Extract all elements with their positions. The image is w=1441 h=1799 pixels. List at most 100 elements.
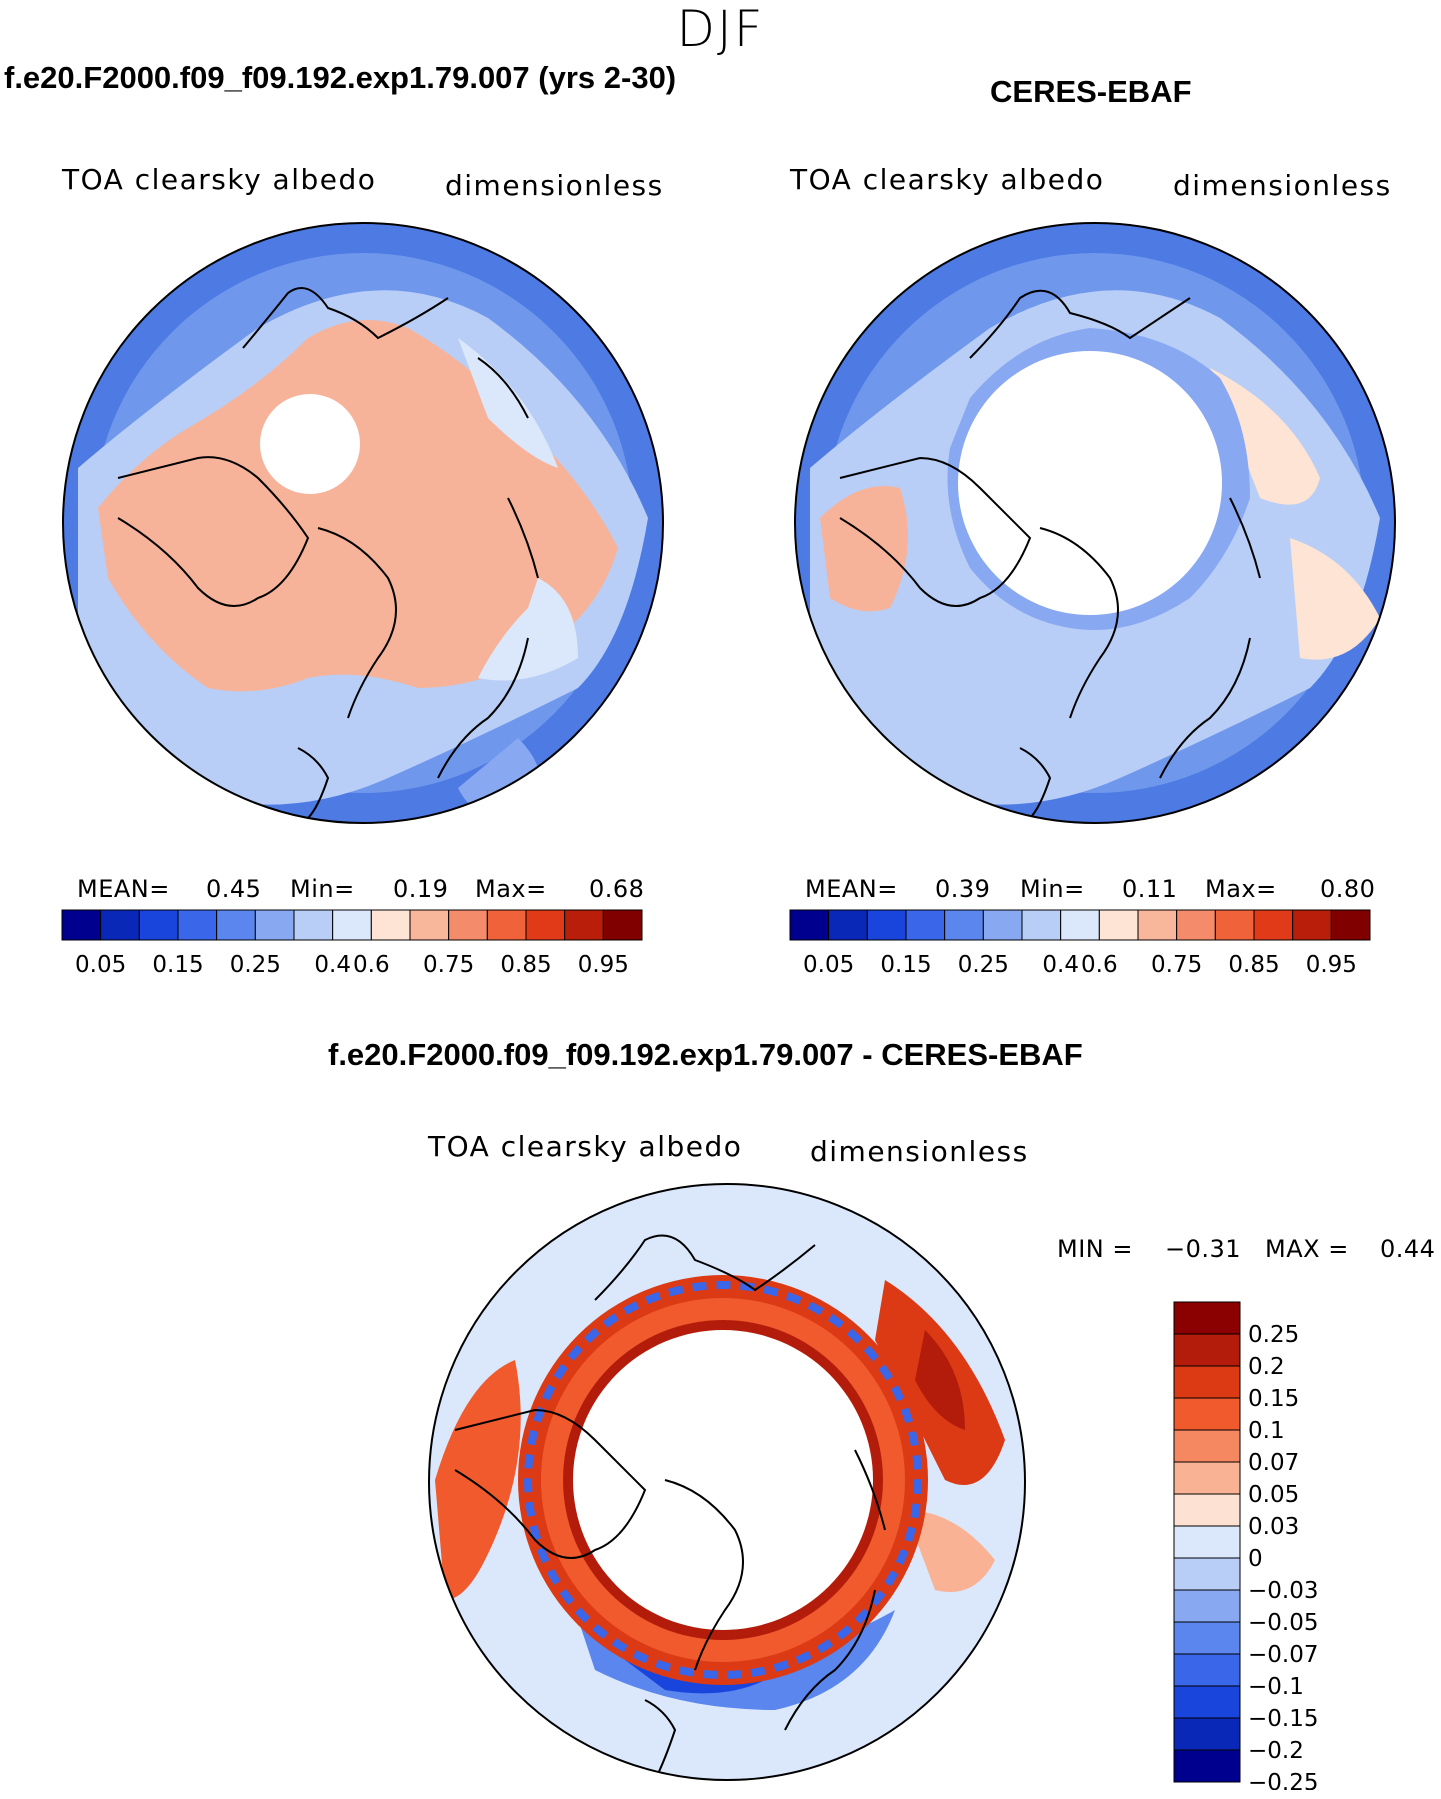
diff-colorbar-tick-label: −0.1 (1248, 1674, 1304, 1700)
model-colorbar-tick-label: 0.05 (75, 952, 126, 978)
model-colorbar-box (254, 909, 295, 941)
obs-colorbar-tick-label: 0.85 (1228, 952, 1279, 978)
obs-mean-label: MEAN= (805, 875, 898, 903)
diff-colorbar-box (1173, 1525, 1241, 1559)
model-colorbar-box (448, 909, 488, 941)
diff-colorbar-box (1173, 1589, 1241, 1623)
obs-colorbar-box (1098, 909, 1139, 941)
diff-colorbar-tick-label: 0.15 (1248, 1386, 1299, 1412)
obs-variable-label: TOA clearsky albedo (790, 163, 1105, 196)
diff-max-value: 0.44 (1380, 1235, 1436, 1263)
diff-colorbar: 0.25 0.2 0.15 0.1 0.07 0.05 0.03 0 −0.03 −0.05 −0.… (1173, 1301, 1318, 1790)
obs-max-value: 0.80 (1320, 875, 1376, 903)
obs-min-label: Min= (1020, 875, 1085, 903)
diff-colorbar-tick-label: 0.1 (1248, 1418, 1285, 1444)
obs-colorbar-box (982, 909, 1023, 941)
diff-colorbar-box (1173, 1493, 1241, 1527)
obs-colorbar-box (944, 909, 984, 941)
obs-colorbar-box (905, 909, 946, 941)
diff-panel-title: f.e20.F2000.f09_f09.192.exp1.79.007 - CE… (328, 1037, 1083, 1072)
diff-variable-label: TOA clearsky albedo (428, 1130, 743, 1163)
obs-colorbar-tick-label: 0.05 (803, 952, 854, 978)
diff-colorbar-box (1173, 1653, 1241, 1687)
model-colorbar-box (409, 909, 450, 941)
obs-colorbar-tick-label: 0.95 (1306, 952, 1357, 978)
diff-colorbar-tick-label: 0.05 (1248, 1482, 1299, 1508)
model-colorbar-tick-label: 0.4 (314, 952, 351, 978)
obs-colorbar: 0.05 0.15 0.25 0.4 0.6 0.75 0.85 0.95 (789, 909, 1371, 978)
model-colorbar-box (293, 909, 334, 941)
obs-colorbar-box (828, 909, 868, 941)
season-label: DJF (676, 0, 765, 58)
obs-colorbar-box (866, 909, 907, 941)
diff-colorbar-tick-label: 0.2 (1248, 1354, 1285, 1380)
model-colorbar-tick-label: 0.6 (353, 952, 390, 978)
diff-colorbar-tick-label: 0.25 (1248, 1322, 1299, 1348)
model-colorbar-box (61, 909, 102, 941)
obs-colorbar-tick-label: 0.15 (880, 952, 931, 978)
diff-colorbar-box (1173, 1621, 1241, 1655)
model-min-label: Min= (290, 875, 355, 903)
obs-polar-map (794, 222, 1396, 824)
diff-colorbar-tick-label: 0.07 (1248, 1450, 1299, 1476)
model-colorbar-tick-label: 0.85 (500, 952, 551, 978)
diff-colorbar-tick-label: −0.2 (1248, 1738, 1304, 1764)
model-colorbar-box (332, 909, 372, 941)
obs-panel-title: CERES-EBAF (990, 74, 1192, 109)
diff-colorbar-tick-label: −0.15 (1248, 1706, 1318, 1732)
diff-colorbar-tick-label: −0.05 (1248, 1610, 1318, 1636)
model-colorbar-box (602, 909, 643, 941)
obs-colorbar-tick-label: 0.75 (1151, 952, 1202, 978)
obs-max-label: Max= (1205, 875, 1277, 903)
model-colorbar-tick-label: 0.25 (230, 952, 281, 978)
obs-colorbar-box (1021, 909, 1062, 941)
obs-colorbar-box (1176, 909, 1216, 941)
diff-min-value: −0.31 (1165, 1235, 1242, 1263)
model-colorbar-tick-label: 0.15 (152, 952, 203, 978)
obs-colorbar-tick-label: 0.6 (1081, 952, 1118, 978)
diff-colorbar-tick-label: 0 (1248, 1546, 1263, 1572)
diff-units-label: dimensionless (810, 1135, 1029, 1168)
model-units-label: dimensionless (445, 169, 664, 202)
obs-min-value: 0.11 (1122, 875, 1178, 903)
diff-colorbar-box (1173, 1429, 1241, 1463)
model-colorbar-box (486, 909, 527, 941)
obs-colorbar-box (1214, 909, 1255, 941)
model-colorbar-box (564, 909, 604, 941)
diff-colorbar-box (1173, 1717, 1241, 1751)
obs-colorbar-box (1292, 909, 1332, 941)
obs-colorbar-box (1060, 909, 1100, 941)
diff-colorbar-tick-label: −0.25 (1248, 1770, 1318, 1790)
diff-colorbar-box (1173, 1557, 1241, 1591)
diff-colorbar-tick-label: −0.03 (1248, 1578, 1318, 1604)
obs-colorbar-box (1253, 909, 1294, 941)
model-colorbar-box (177, 909, 218, 941)
diff-max-label: MAX = (1265, 1235, 1349, 1263)
model-panel-title: f.e20.F2000.f09_f09.192.exp1.79.007 (yrs… (4, 60, 677, 95)
diff-polar-map (428, 1183, 1026, 1781)
diff-colorbar-box (1173, 1301, 1241, 1335)
model-colorbar-box (138, 909, 179, 941)
model-mean-label: MEAN= (77, 875, 170, 903)
obs-colorbar-box (1330, 909, 1371, 941)
model-colorbar: 0.05 0.15 0.25 0.4 0.6 0.75 0.85 0.95 (61, 909, 643, 978)
model-colorbar-tick-label: 0.95 (578, 952, 629, 978)
obs-mean-value: 0.39 (935, 875, 991, 903)
model-colorbar-tick-label: 0.75 (423, 952, 474, 978)
obs-colorbar-box (1137, 909, 1178, 941)
diff-min-label: MIN = (1057, 1235, 1133, 1263)
model-max-label: Max= (475, 875, 547, 903)
model-max-value: 0.68 (589, 875, 645, 903)
model-colorbar-box (100, 909, 140, 941)
diff-colorbar-tick-label: 0.03 (1248, 1514, 1299, 1540)
model-colorbar-box (525, 909, 566, 941)
model-polar-map (62, 222, 664, 824)
obs-colorbar-box (789, 909, 830, 941)
diff-colorbar-box (1173, 1749, 1241, 1783)
model-min-value: 0.19 (393, 875, 449, 903)
obs-colorbar-tick-label: 0.25 (958, 952, 1009, 978)
diff-colorbar-tick-label: −0.07 (1248, 1642, 1318, 1668)
obs-units-label: dimensionless (1173, 169, 1392, 202)
diff-colorbar-box (1173, 1685, 1241, 1719)
model-mean-value: 0.45 (206, 875, 262, 903)
